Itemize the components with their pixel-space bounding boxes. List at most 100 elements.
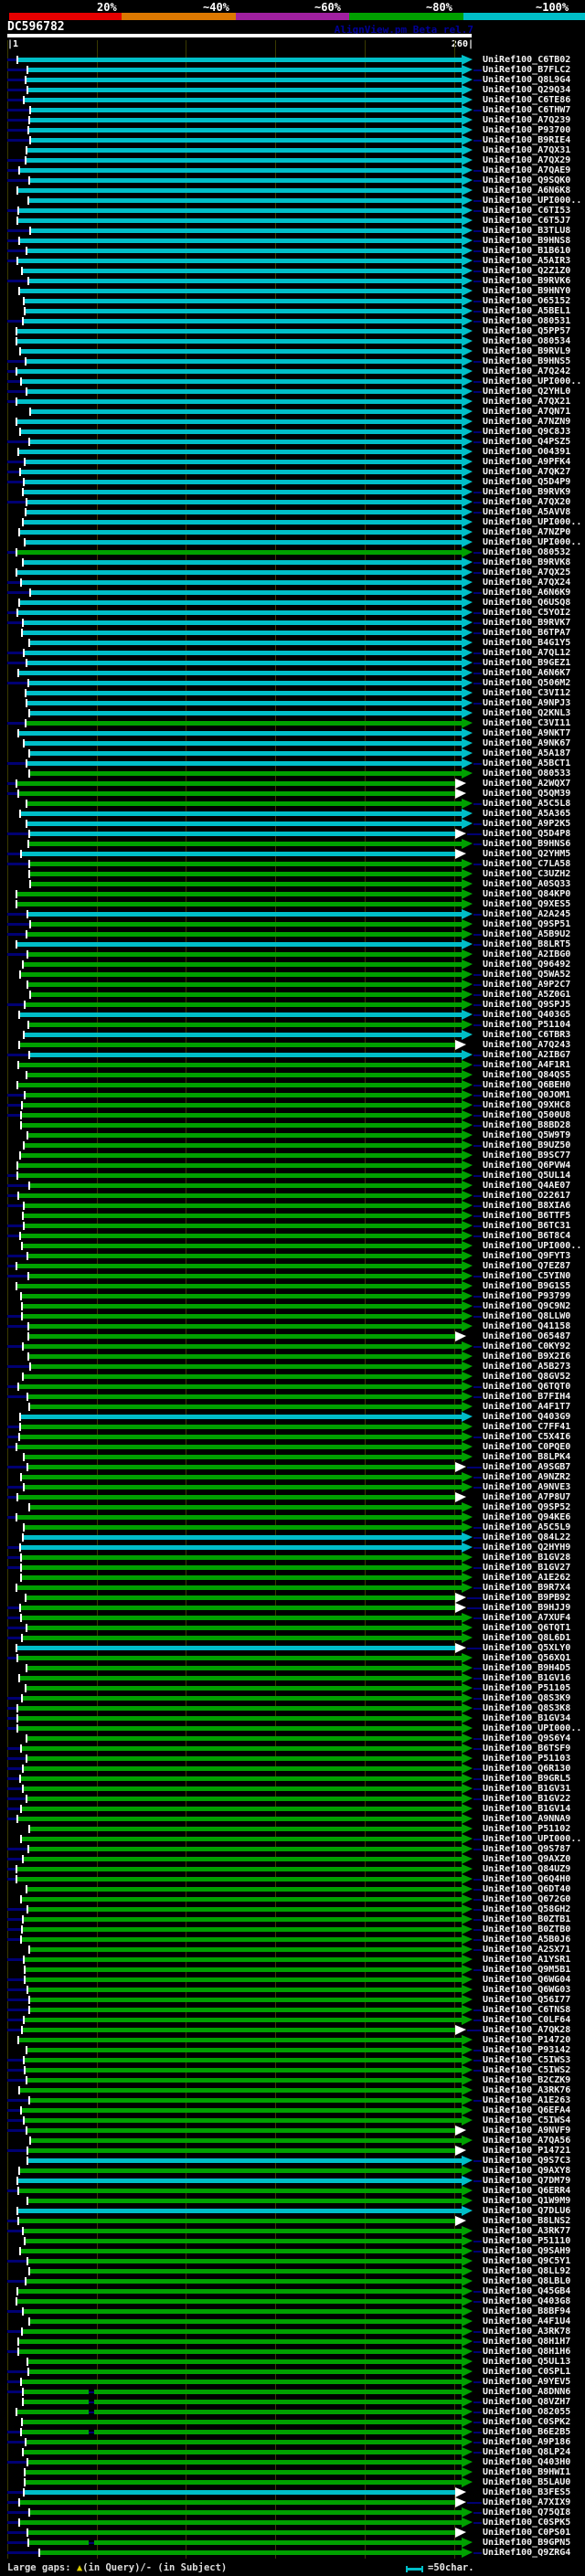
hit-label[interactable]: UniRef100_Q8H1H6 (483, 2347, 571, 2357)
hit-bar[interactable] (20, 2088, 462, 2093)
hit-bar[interactable] (18, 1706, 462, 1711)
hit-row[interactable]: UniRef100_A7QX20 (0, 497, 585, 507)
hit-label[interactable]: UniRef100_B8BF94 (483, 2306, 571, 2316)
hit-bar[interactable] (17, 1646, 455, 1650)
hit-bar[interactable] (27, 691, 462, 695)
hit-bar[interactable] (18, 1716, 462, 1721)
hit-row[interactable]: UniRef100_Q5PP57 (0, 326, 585, 336)
hit-label[interactable]: UniRef100_O04391 (483, 447, 571, 457)
hit-label[interactable]: UniRef100_Q4PSZ5 (483, 437, 571, 447)
hit-bar[interactable] (26, 2480, 462, 2485)
hit-label[interactable]: UniRef100_A2SX71 (483, 1945, 571, 1955)
hit-label[interactable]: UniRef100_B6E2B5 (483, 2427, 571, 2437)
hit-label[interactable]: UniRef100_C0PQE0 (483, 1442, 571, 1452)
hit-bar[interactable] (27, 78, 462, 82)
hit-label[interactable]: UniRef100_C5IWS4 (483, 2115, 571, 2125)
hit-bar[interactable] (20, 168, 462, 173)
hit-bar[interactable] (19, 2339, 462, 2344)
hit-row[interactable]: UniRef100_Q8L9G4 (0, 75, 585, 85)
hit-bar[interactable] (28, 2460, 462, 2465)
hit-row[interactable]: UniRef100_Q403G5 (0, 1010, 585, 1020)
hit-row[interactable]: UniRef100_B1B610 (0, 246, 585, 256)
hit-bar[interactable] (28, 1254, 462, 1258)
hit-label[interactable]: UniRef100_C3VI12 (483, 688, 571, 698)
hit-row[interactable]: UniRef100_A1E262 (0, 1573, 585, 1583)
hit-label[interactable]: UniRef100_O65152 (483, 296, 571, 306)
hit-row[interactable]: UniRef100_B9GRL5 (0, 1774, 585, 1784)
hit-bar[interactable] (28, 912, 462, 917)
hit-bar[interactable] (20, 2500, 455, 2505)
hit-bar[interactable] (18, 218, 462, 223)
hit-bar[interactable] (20, 1676, 462, 1680)
hit-label[interactable]: UniRef100_B9UZ50 (483, 1140, 571, 1150)
hit-bar[interactable] (25, 1224, 462, 1228)
hit-bar[interactable] (22, 1837, 462, 1841)
hit-bar[interactable] (31, 590, 462, 595)
hit-row[interactable]: UniRef100_Q8H1H7 (0, 2337, 585, 2347)
hit-label[interactable]: UniRef100_A5B273 (483, 1362, 571, 1372)
hit-row[interactable]: UniRef100_B9HWI1 (0, 2467, 585, 2477)
hit-bar[interactable] (25, 480, 462, 484)
hit-bar[interactable] (26, 1002, 462, 1007)
hit-label[interactable]: UniRef100_Q2YHL0 (483, 387, 571, 397)
hit-bar[interactable] (19, 2349, 462, 2354)
hit-bar[interactable] (27, 510, 462, 514)
hit-label[interactable]: UniRef100_A5C5L9 (483, 1522, 571, 1532)
hit-bar[interactable] (22, 1555, 462, 1560)
hit-label[interactable]: UniRef100_A7NZP0 (483, 527, 571, 537)
hit-label[interactable]: UniRef100_A7QK28 (483, 2025, 571, 2035)
hit-label[interactable]: UniRef100_B9RVK6 (483, 276, 571, 286)
hit-label[interactable]: UniRef100_B8BD28 (483, 1120, 571, 1130)
hit-bar[interactable] (29, 279, 462, 283)
hit-bar[interactable] (25, 1485, 462, 1489)
hit-row[interactable]: UniRef100_B1GV14 (0, 1804, 585, 1814)
hit-label[interactable]: UniRef100_B1GV34 (483, 1713, 571, 1723)
hit-row[interactable]: UniRef100_Q1W9M9 (0, 2196, 585, 2206)
hit-label[interactable]: UniRef100_A3RK78 (483, 2327, 571, 2337)
hit-row[interactable]: UniRef100_B3FES5 (0, 2487, 585, 2497)
hit-label[interactable]: UniRef100_P93799 (483, 1291, 571, 1301)
hit-label[interactable]: UniRef100_A7QAE9 (483, 165, 571, 175)
hit-label[interactable]: UniRef100_O80533 (483, 769, 571, 779)
hit-label[interactable]: UniRef100_A9NVE3 (483, 1482, 571, 1492)
hit-row[interactable]: UniRef100_A7Q239 (0, 115, 585, 125)
hit-label[interactable]: UniRef100_A9NVF9 (483, 2125, 571, 2136)
hit-label[interactable]: UniRef100_UPI000.. (483, 1241, 582, 1251)
hit-row[interactable]: UniRef100_Q6WG03 (0, 1985, 585, 1995)
hit-row[interactable]: UniRef100_A7XUF4 (0, 1613, 585, 1623)
hit-row[interactable]: UniRef100_A4F1T7 (0, 1402, 585, 1412)
hit-label[interactable]: UniRef100_Q5D4P9 (483, 477, 571, 487)
hit-row[interactable]: UniRef100_A9PFK4 (0, 457, 585, 467)
hit-bar[interactable] (22, 2380, 462, 2384)
hit-bar[interactable] (29, 2369, 462, 2374)
hit-bar[interactable] (31, 922, 462, 927)
hit-bar[interactable] (27, 158, 462, 163)
hit-label[interactable]: UniRef100_C6T5J7 (483, 216, 571, 226)
hit-bar[interactable] (21, 1425, 462, 1429)
hit-bar[interactable] (29, 1324, 462, 1329)
hit-bar[interactable] (17, 892, 462, 896)
hit-row[interactable]: UniRef100_UPI000.. (0, 196, 585, 206)
hit-row[interactable]: UniRef100_Q403G9 (0, 1412, 585, 1422)
hit-label[interactable]: UniRef100_Q6EFA4 (483, 2105, 571, 2115)
hit-bar[interactable] (30, 771, 462, 776)
hit-bar[interactable] (30, 1947, 462, 1952)
hit-bar[interactable] (30, 1053, 462, 1057)
hit-row[interactable]: UniRef100_C5IWS4 (0, 2115, 585, 2125)
hit-row[interactable]: UniRef100_Q5UL13 (0, 2357, 585, 2367)
hit-bar[interactable] (29, 842, 462, 846)
hit-label[interactable]: UniRef100_Q403G5 (483, 1010, 571, 1020)
hit-label[interactable]: UniRef100_Q5XLY0 (483, 1643, 571, 1653)
hit-bar[interactable] (22, 1575, 462, 1580)
hit-label[interactable]: UniRef100_Q84QS5 (483, 1070, 571, 1080)
hit-row[interactable]: UniRef100_O80531 (0, 316, 585, 326)
hit-bar[interactable] (30, 2510, 462, 2515)
hit-row[interactable]: UniRef100_Q403H0 (0, 2457, 585, 2467)
hit-bar[interactable] (29, 1023, 462, 1027)
hit-bar[interactable] (26, 2068, 462, 2072)
hit-label[interactable]: UniRef100_A6N6K8 (483, 186, 571, 196)
hit-bar[interactable] (21, 1234, 462, 1238)
hit-row[interactable]: UniRef100_C3VI11 (0, 718, 585, 728)
hit-bar[interactable] (25, 1525, 462, 1530)
hit-row[interactable]: UniRef100_A9P2C7 (0, 980, 585, 990)
